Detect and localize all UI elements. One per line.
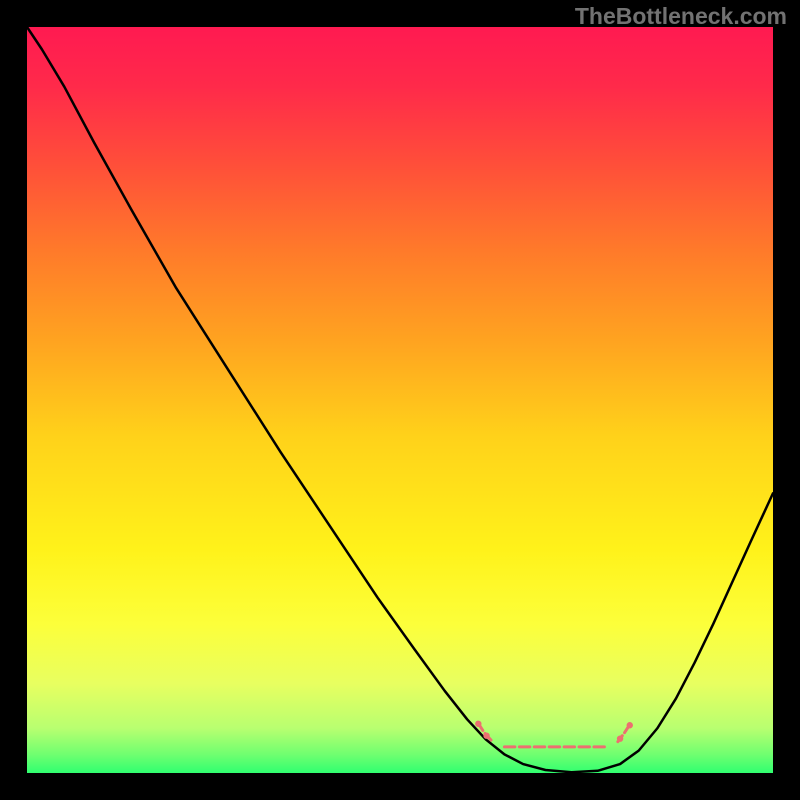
valley-dot-3 (627, 722, 633, 728)
valley-dot-1 (483, 733, 489, 739)
bottleneck-curve (27, 27, 773, 772)
valley-dot-0 (475, 721, 481, 727)
chart-svg (0, 0, 800, 800)
valley-dot-2 (617, 735, 623, 741)
chart-container: TheBottleneck.com (0, 0, 800, 800)
